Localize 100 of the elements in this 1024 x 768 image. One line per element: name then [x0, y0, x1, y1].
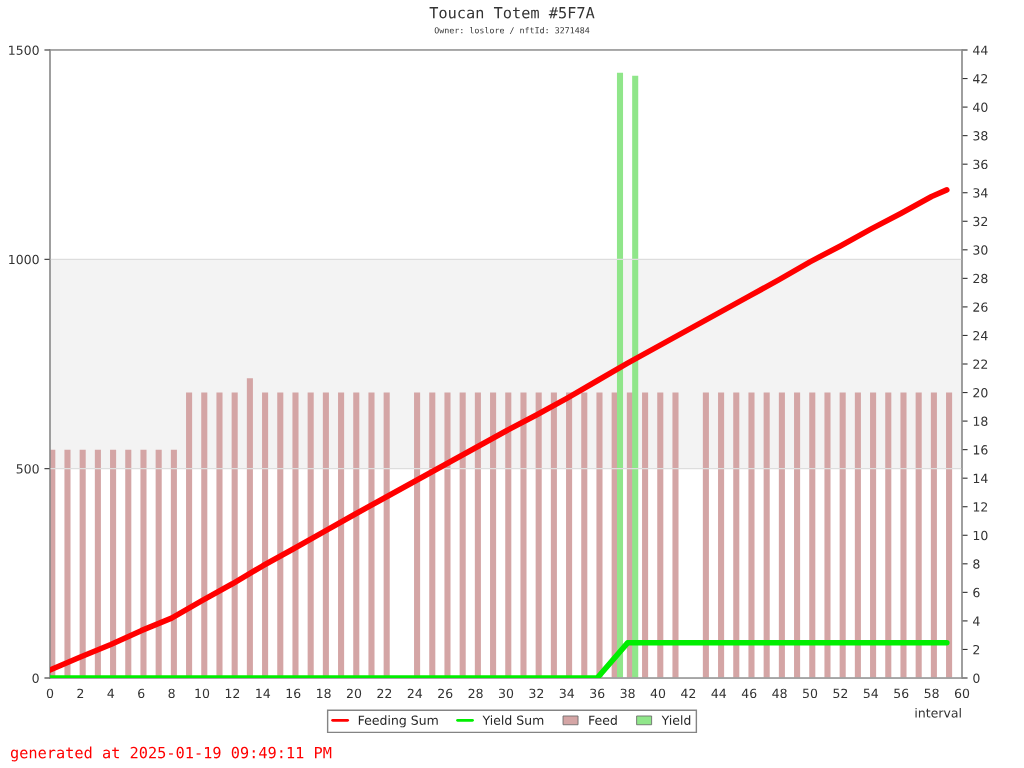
x-axis-title: interval: [915, 707, 961, 718]
x-tick-label: 38: [620, 688, 635, 699]
y2-tick-label: 18: [973, 416, 988, 427]
x-tick-label: 2: [77, 688, 84, 698]
y2-tick-label: 0: [973, 673, 980, 683]
y2-tick-label: 22: [973, 359, 988, 369]
y2-tick-label: 32: [973, 216, 988, 227]
x-tick-label: 16: [286, 688, 301, 699]
bar: [383, 392, 390, 678]
x-tick-label: 0: [46, 688, 54, 699]
bar: [155, 449, 162, 678]
bar: [824, 392, 831, 678]
bar: [292, 392, 299, 678]
bar: [581, 392, 588, 678]
bar: [231, 392, 238, 678]
x-tick-label: 26: [438, 688, 453, 699]
y2-tick-label: 12: [973, 502, 988, 512]
y2-tick-label: 24: [973, 330, 988, 341]
bar: [520, 392, 527, 678]
bar: [702, 392, 709, 678]
bar: [915, 392, 922, 678]
x-tick-label: 48: [772, 688, 787, 699]
bar: [429, 392, 436, 678]
bar: [64, 449, 71, 678]
bar: [657, 392, 664, 678]
bar: [748, 392, 755, 678]
bar: [216, 392, 223, 678]
bar: [672, 392, 679, 678]
bar: [474, 392, 481, 678]
bar: [125, 449, 132, 678]
bar: [566, 392, 573, 678]
bar: [854, 392, 861, 678]
x-tick-label: 10: [195, 688, 210, 699]
y2-tick-label: 38: [973, 131, 988, 141]
y2-tick-label: 28: [973, 273, 988, 284]
x-tick-label: 14: [256, 688, 271, 698]
bar: [262, 392, 269, 678]
bar: [368, 392, 375, 678]
y-tick-label: 500: [16, 464, 39, 474]
x-tick-label: 20: [346, 688, 362, 699]
y-tick-label: 0: [32, 673, 39, 683]
x-tick-label: 36: [590, 688, 605, 699]
bar: [596, 392, 603, 678]
y2-tick-label: 42: [973, 74, 988, 84]
legend-label: Feed: [589, 715, 617, 725]
bar: [490, 392, 497, 678]
bar: [322, 392, 329, 678]
bar: [444, 392, 451, 678]
chart-subtitle: Owner: loslore / nftId: 3271484: [434, 26, 590, 35]
bar: [140, 449, 147, 678]
y2-tick-label: 20: [973, 388, 988, 398]
x-tick-label: 50: [803, 688, 818, 699]
y2-tick-label: 10: [973, 530, 988, 541]
bar: [946, 392, 953, 678]
bar: [94, 449, 101, 678]
x-tick-label: 52: [833, 688, 848, 699]
x-tick-label: 6: [138, 688, 145, 699]
y2-tick-label: 40: [973, 102, 988, 113]
bar: [201, 392, 208, 678]
y2-tick-label: 6: [973, 587, 980, 598]
y2-tick-label: 4: [973, 616, 980, 626]
bar: [79, 449, 86, 678]
y2-tick-label: 2: [973, 644, 980, 655]
bar: [414, 392, 421, 678]
bar: [642, 392, 649, 678]
bar: [505, 392, 512, 678]
bar: [246, 378, 253, 678]
chart-title: Toucan Totem #5F7A: [429, 7, 595, 19]
y2-tick-label: 36: [973, 159, 988, 170]
x-tick-label: 32: [529, 688, 544, 699]
x-tick-label: 28: [468, 688, 483, 699]
x-tick-label: 42: [681, 688, 696, 698]
bar: [459, 392, 466, 678]
x-tick-label: 54: [863, 688, 879, 699]
y2-tick-label: 8: [973, 559, 980, 569]
bar: [839, 392, 846, 678]
x-tick-label: 30: [499, 688, 514, 699]
bar: [550, 392, 557, 678]
y-tick-label: 1000: [9, 254, 39, 265]
x-tick-label: 22: [377, 688, 392, 698]
y2-tick-label: 26: [973, 302, 988, 312]
x-tick-label: 8: [168, 688, 175, 699]
bar: [809, 392, 816, 678]
x-tick-label: 34: [559, 688, 575, 699]
bar: [885, 392, 892, 678]
x-tick-label: 40: [650, 688, 666, 699]
bar: [778, 392, 785, 678]
bar: [870, 392, 877, 678]
legend-label: Yield: [661, 715, 691, 725]
bar: [794, 392, 801, 678]
bar: [535, 392, 542, 678]
bar: [763, 392, 770, 678]
bar: [632, 75, 639, 678]
x-tick-label: 60: [954, 688, 970, 699]
bar: [718, 392, 725, 678]
legend-label: Yield Sum: [482, 715, 544, 725]
y2-tick-label: 16: [973, 445, 988, 455]
bar: [170, 449, 177, 678]
bar: [353, 392, 360, 678]
x-tick-label: 44: [711, 688, 727, 698]
